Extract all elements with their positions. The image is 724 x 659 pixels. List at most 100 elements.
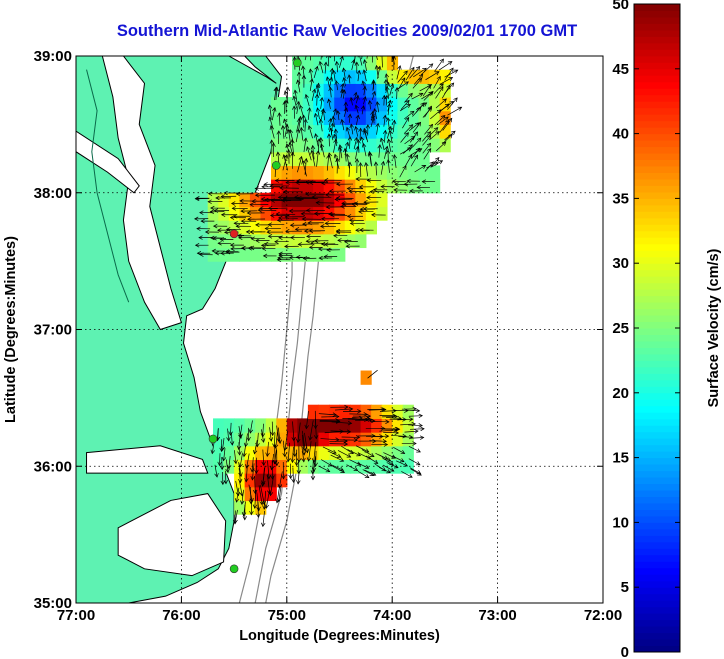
velocity-arrow [271,107,276,121]
velocity-arrowhead [267,104,273,109]
velocity-cell [207,192,219,208]
velocity-arrow [350,124,354,135]
velocity-arrowhead [232,214,238,219]
velocity-arrowhead [294,227,300,232]
velocity-cell [313,220,325,235]
velocity-cell [292,83,304,98]
velocity-arrow [298,116,301,130]
velocity-arrow [368,409,386,411]
velocity-arrow [304,432,308,453]
colorbar-segment [634,477,680,485]
velocity-arrowhead [326,247,331,253]
velocity-arrow [346,464,358,471]
velocity-cell [418,110,430,125]
velocity-arrow [422,143,431,154]
velocity-arrow [303,138,307,152]
velocity-arrowhead [367,150,373,156]
velocity-arrowhead [268,437,274,442]
velocity-cell [323,69,335,84]
velocity-arrowhead [336,453,342,458]
colorbar-segment [634,302,680,310]
velocity-arrow [442,134,453,145]
velocity-arrowhead [422,102,428,107]
velocity-arrow [447,97,458,110]
velocity-arrow [316,94,318,106]
velocity-arrowhead [281,475,286,480]
velocity-cell [292,151,304,166]
velocity-arrow [411,148,420,159]
velocity-arrow [405,67,415,81]
velocity-arrowhead [267,234,273,239]
velocity-cell [244,418,256,433]
velocity-cell [350,404,362,419]
velocity-cell [307,432,320,447]
velocity-arrow [392,120,395,133]
velocity-arrow [234,450,237,464]
velocity-arrowhead [427,107,433,112]
velocity-arrow [278,484,282,502]
velocity-arrowhead [207,191,213,196]
velocity-arrowhead [435,131,440,136]
velocity-arrow [320,56,322,60]
velocity-arrow [313,66,318,79]
velocity-arrowhead [249,202,254,207]
velocity-arrow [271,453,274,470]
velocity-cell [360,459,372,474]
velocity-arrow [352,417,370,419]
velocity-arrowhead [334,80,339,85]
velocity-arrowhead [268,491,274,497]
velocity-arrowhead [301,216,307,222]
velocity-arrowhead [319,96,324,102]
velocity-arrowhead [198,235,203,240]
colorbar-segment [634,217,680,225]
velocity-arrowhead [390,43,394,47]
velocity-arrowhead [264,226,269,231]
velocity-arrowhead [249,229,254,235]
velocity-arrowhead [293,89,298,95]
velocity-arrowhead [237,478,243,484]
velocity-arrowhead [225,249,231,255]
velocity-arrowhead [347,420,353,426]
velocity-arrow [331,421,352,424]
velocity-arrowhead [229,215,235,220]
velocity-arrowhead [426,142,432,148]
colorbar-segment [634,16,680,24]
velocity-arrowhead [400,449,406,454]
colorbar-segment [634,204,680,212]
velocity-arrowhead [420,426,425,432]
velocity-arrowhead [403,70,408,75]
colorbar-segment [634,88,680,96]
velocity-arrow [254,475,256,494]
velocity-arrowhead [414,429,419,434]
velocity-cell [360,370,372,385]
velocity-arrow [230,422,232,436]
velocity-arrowhead [354,158,360,163]
land-contour [86,69,130,303]
velocity-arrowhead [428,63,434,68]
velocity-cell [408,151,420,166]
velocity-arrowhead [453,97,458,102]
velocity-arrowhead [356,69,362,75]
velocity-arrow [444,130,456,141]
velocity-arrow [389,83,394,96]
colorbar-segment [634,347,680,355]
velocity-arrowhead [345,126,351,132]
colorbar-segment [634,153,680,161]
velocity-arrowhead [408,154,413,159]
velocity-arrowhead [313,434,319,440]
velocity-cell [344,124,356,139]
velocity-arrowhead [248,429,254,434]
velocity-cell [339,445,351,461]
velocity-arrowhead [301,451,307,456]
velocity-cell [276,473,288,488]
velocity-cell [355,83,367,98]
velocity-cell [386,124,399,139]
velocity-cell [350,445,362,461]
velocity-arrowhead [204,229,210,235]
velocity-arrow [316,85,321,97]
velocity-cell [318,432,330,447]
velocity-arrow [379,429,397,432]
potomac-river [76,130,140,194]
velocity-arrowhead [416,448,421,453]
velocity-arrowhead [290,235,295,240]
